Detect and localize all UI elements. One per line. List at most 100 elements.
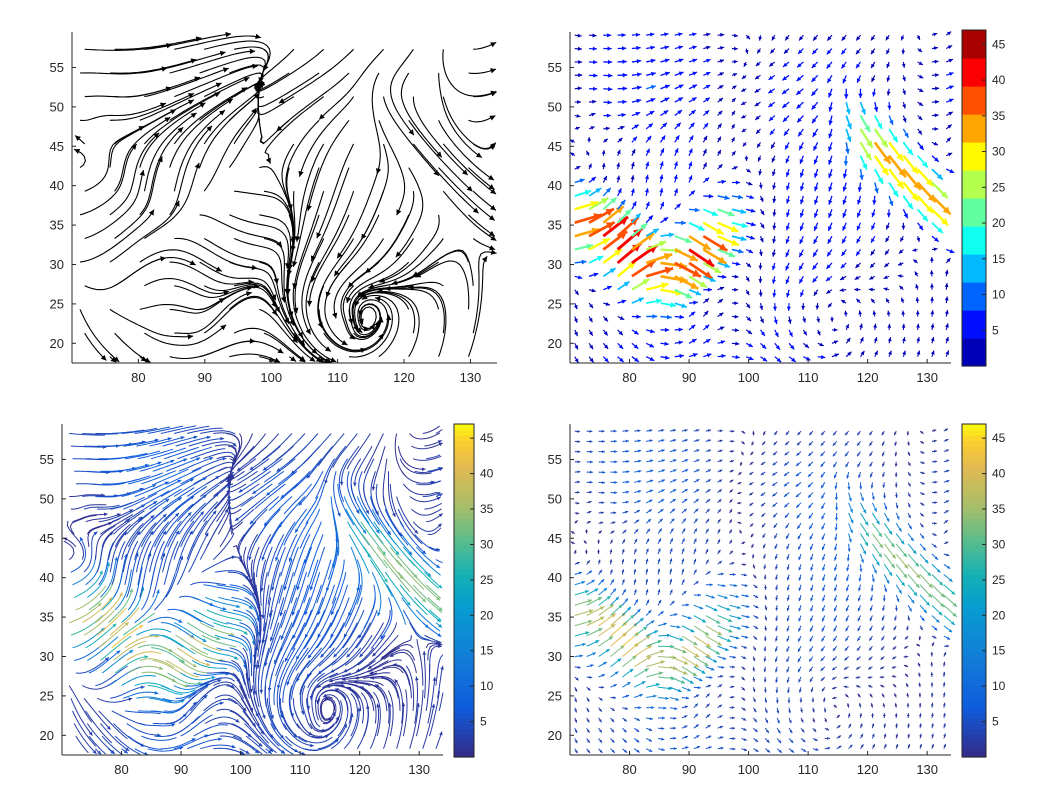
quiver-arrowhead [855,263,860,268]
quiver-arrowhead [771,279,776,284]
streamline [83,531,98,573]
quiver-arrowhead [650,45,655,50]
streamline-arrowhead [488,174,495,181]
streamline-arrowhead [251,264,258,271]
streamline-arrowhead [110,750,115,754]
quiver-arrowhead [771,252,776,257]
quiver-arrowhead [691,97,697,102]
streamline-arrowhead [396,209,402,216]
quiver-arrowhead [901,310,906,315]
colorbar-segment [454,729,474,736]
quiver-arrowhead [785,172,790,177]
quiver-arrowhead [770,130,775,135]
quiver-arrowhead [790,344,795,350]
streamline [108,523,131,560]
quiver-arrowhead [816,331,821,336]
quiver-arrowhead [689,135,694,141]
quiver-arrowhead [592,46,597,51]
streamline-arrowhead [245,291,252,297]
quiver-arrowhead [685,237,692,244]
streamline [408,119,473,192]
streamline-arrowhead [488,230,495,237]
quiver-arrowhead [827,238,832,244]
quiver-arrowhead [856,251,861,256]
streamline [467,255,488,357]
quiver-arrowhead [826,63,831,69]
quiver-arrowhead [902,118,907,123]
quiver-arrowhead [748,343,753,347]
quiver-arrowhead [871,212,876,218]
colorbar-segment [454,479,474,486]
streamline-arrowhead [325,291,331,298]
streamline [199,214,283,248]
quiver-arrowhead [771,265,776,271]
streamline-arrowhead [310,276,316,283]
quiver-arrowhead [917,130,922,135]
streamline [82,596,113,624]
streamline [169,98,234,168]
streamline [83,610,115,636]
colorbar-segment [454,424,474,431]
colorbar-segment [454,623,474,630]
quiver-arrowhead [760,224,765,229]
quiver-arrowhead [885,298,890,303]
quiver-arrowhead [678,327,683,332]
quiver-arrowhead [856,49,861,55]
quiver-arrowhead [827,78,832,83]
streamline [84,332,107,361]
quiver-arrowhead [715,227,724,235]
quiver-arrowhead [913,259,918,264]
streamline [108,588,133,623]
quiver-arrowhead [814,186,819,192]
quiver-arrowhead [692,353,698,358]
streamline [114,37,202,50]
quiver-arrowhead [608,73,613,78]
streamline-arrowhead [408,129,414,136]
streamline-arrowhead [106,725,111,730]
streamline [100,556,118,598]
streamline-arrowhead [378,333,384,340]
quiver-arrowhead [607,100,612,105]
quiver-arrowhead [589,303,594,309]
streamline-arrowhead [75,135,81,142]
quiver-arrowhead [605,222,615,230]
quiver-arrowhead [692,32,697,37]
quiver-arrowhead [746,35,751,40]
quiver-arrowhead [733,46,738,51]
quiver-arrowhead [733,72,738,77]
quiver-arrowhead [659,188,664,193]
streamline-arrowhead [129,509,134,513]
quiver-arrowhead [785,239,790,244]
quiver-arrowhead [746,317,752,322]
quiver-arrowhead [586,150,590,155]
quiver-arrowhead [947,152,953,157]
streamline-arrowhead [140,685,145,690]
quiver-arrowhead [593,272,599,277]
x-tick-label: 90 [174,762,188,777]
quiver-arrowhead [884,263,889,268]
streamline-arrowhead [369,324,376,330]
quiver-arrowhead [902,77,906,82]
quiver-arrowhead [731,123,735,129]
streamline [108,487,144,497]
quiver-arrowhead [618,344,624,349]
quiver-arrowhead [787,319,792,324]
streamline-arrowhead [323,358,330,363]
streamline-arrowhead [187,99,194,105]
streamline [229,295,299,344]
quiver-arrowhead [771,171,776,176]
quiver-arrowhead [813,145,818,151]
quiver-arrowhead [907,148,913,156]
quiver-arrowhead [915,310,920,315]
quiver-arrowhead [689,254,698,261]
streamline-arrowhead [319,113,325,120]
colorbar-segment [454,651,474,658]
streamline-arrowhead [131,143,137,150]
streamline [384,287,445,334]
streamline-arrowhead [489,204,496,211]
quiver-arrowhead [718,164,723,169]
streamline [204,40,271,71]
quiver-arrowhead [919,88,924,92]
streamline [79,102,167,122]
streamline [101,518,131,548]
